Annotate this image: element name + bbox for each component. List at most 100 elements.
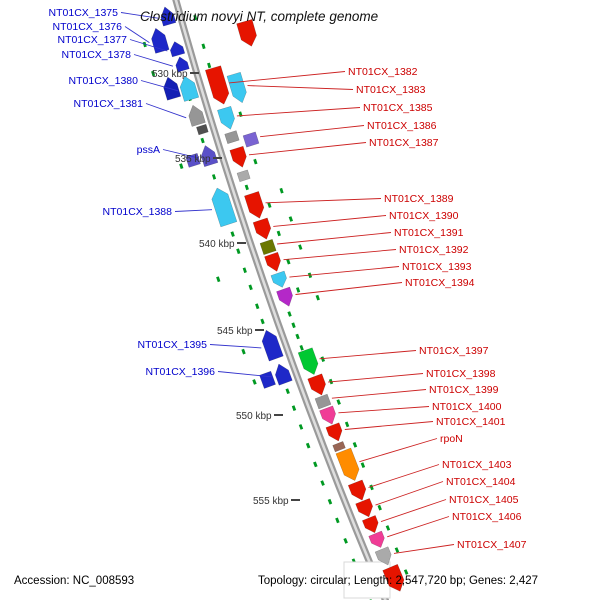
gene-NT01CX_1403[interactable]	[347, 479, 367, 501]
gene-NT01CX_1385[interactable]	[217, 105, 235, 130]
gene-label-NT01CX_1375[interactable]: NT01CX_1375	[49, 7, 119, 19]
gene-label-NT01CX_1387[interactable]: NT01CX_1387	[369, 137, 439, 149]
leader-line	[328, 373, 424, 383]
gene-NT01CX_1391[interactable]	[259, 238, 277, 256]
highlight-box-layer	[343, 561, 391, 599]
leader-line	[145, 103, 187, 119]
gene-label-NT01CX_1401[interactable]: NT01CX_1401	[436, 416, 506, 428]
backbone-gap-line	[174, 0, 387, 600]
gene-orf-32[interactable]	[332, 441, 346, 453]
gene-label-NT01CX_1378[interactable]: NT01CX_1378	[62, 49, 132, 61]
gene-label-NT01CX_1390[interactable]: NT01CX_1390	[389, 210, 459, 222]
gene-label-NT01CX_1376[interactable]: NT01CX_1376	[53, 21, 123, 33]
gene-NT01CX_1398[interactable]	[307, 373, 326, 396]
gene-NT01CX_1404[interactable]	[355, 498, 373, 518]
gene-NT01CX_1389[interactable]	[244, 191, 265, 219]
gene-pssA[interactable]	[200, 145, 219, 168]
gene-NT01CX_1392[interactable]	[264, 251, 281, 272]
gene-NT01CX_1401[interactable]	[325, 422, 343, 442]
gene-label-NT01CX_1382[interactable]: NT01CX_1382	[348, 66, 418, 78]
gene-label-NT01CX_1397[interactable]: NT01CX_1397	[419, 345, 489, 357]
gene-label-NT01CX_1389[interactable]: NT01CX_1389	[384, 193, 454, 205]
feature-tick	[403, 569, 409, 575]
feature-tick	[179, 163, 184, 169]
status-accession: Accession: NC_008593	[14, 575, 134, 587]
feature-tick	[230, 231, 235, 237]
gene-NT01CX_1405[interactable]	[361, 515, 379, 534]
feature-tick	[377, 504, 382, 511]
feature-tick	[344, 421, 350, 428]
scale-label-layer: 530 kbp 535 kbp 540 kbp 545 kbp 550 kbp 555 k…	[152, 69, 300, 507]
gene-label-NT01CX_1380[interactable]: NT01CX_1380	[69, 75, 139, 87]
gene-label-rpoN[interactable]: rpoN	[440, 433, 463, 445]
gene-NT01CX_1382[interactable]	[204, 65, 230, 105]
gene-label-NT01CX_1392[interactable]: NT01CX_1392	[399, 244, 469, 256]
feature-tick	[299, 345, 304, 351]
gene-NT01CX_1386[interactable]	[242, 131, 260, 148]
feature-tick	[320, 480, 325, 486]
gene-NT01CX_1377[interactable]	[170, 41, 186, 58]
gene-label-NT01CX_1403[interactable]: NT01CX_1403	[442, 459, 512, 471]
gene-label-pssA[interactable]: pssA	[137, 144, 160, 156]
gene-label-NT01CX_1391[interactable]: NT01CX_1391	[394, 227, 464, 239]
gene-NT01CX_1400[interactable]	[319, 405, 336, 425]
feature-tick	[288, 216, 293, 222]
gene-NT01CX_1399[interactable]	[314, 393, 332, 410]
gene-label-NT01CX_1377[interactable]: NT01CX_1377	[58, 34, 128, 46]
feature-tick	[295, 333, 300, 340]
gene-NT01CX_1407[interactable]	[374, 546, 392, 566]
scale-label: 535 kbp	[175, 154, 211, 165]
gene-label-NT01CX_1396[interactable]: NT01CX_1396	[146, 366, 216, 378]
gene-label-NT01CX_1393[interactable]: NT01CX_1393	[402, 261, 472, 273]
gene-label-NT01CX_1395[interactable]: NT01CX_1395	[138, 339, 208, 351]
gene-label-NT01CX_1398[interactable]: NT01CX_1398	[426, 368, 496, 380]
gene-NT01CX_1383[interactable]	[226, 71, 247, 104]
gene-orf-39[interactable]	[382, 563, 405, 592]
gene-NT01CX_1390[interactable]	[252, 217, 272, 240]
leader-line	[174, 209, 213, 212]
gene-NT01CX_1406[interactable]	[368, 530, 385, 548]
feature-tick	[193, 14, 198, 21]
gene-orf-20[interactable]	[236, 169, 251, 183]
gene-NT01CX_1378[interactable]	[175, 56, 190, 73]
gene-NT01CX_1397[interactable]	[297, 347, 319, 375]
gene-rpoN[interactable]	[335, 447, 360, 481]
gene-orf-40[interactable]	[236, 19, 257, 47]
gene-label-NT01CX_1386[interactable]: NT01CX_1386	[367, 120, 437, 132]
gene-label-NT01CX_1404[interactable]: NT01CX_1404	[446, 476, 516, 488]
leader-line	[331, 389, 427, 399]
gene-NT01CX_1395[interactable]	[261, 329, 284, 362]
leader-line	[380, 499, 447, 523]
gene-NT01CX_1393[interactable]	[270, 270, 287, 288]
gene-NT01CX_1394[interactable]	[276, 286, 293, 307]
gene-orf-7[interactable]	[196, 123, 209, 136]
gene-NT01CX_1396[interactable]	[275, 363, 293, 386]
gene-label-NT01CX_1406[interactable]: NT01CX_1406	[452, 511, 522, 523]
feature-tick	[252, 379, 257, 385]
gene-label-NT01CX_1394[interactable]: NT01CX_1394	[405, 277, 475, 289]
gene-label-NT01CX_1383[interactable]: NT01CX_1383	[356, 84, 426, 96]
gene-NT01CX_1381[interactable]	[188, 104, 206, 127]
gene-label-NT01CX_1385[interactable]: NT01CX_1385	[363, 102, 433, 114]
leader-line	[236, 107, 361, 117]
gene-label-NT01CX_1407[interactable]: NT01CX_1407	[457, 539, 527, 551]
gene-label-NT01CX_1381[interactable]: NT01CX_1381	[74, 98, 144, 110]
feature-tick	[343, 538, 348, 544]
gene-orf-17[interactable]	[224, 130, 240, 145]
gene-NT01CX_1380[interactable]	[179, 75, 200, 102]
leader-line	[359, 438, 438, 463]
gene-NT01CX_1387[interactable]	[229, 145, 247, 168]
feature-tick	[200, 137, 205, 144]
gene-label-NT01CX_1388[interactable]: NT01CX_1388	[103, 206, 173, 218]
gene-NT01CX_1376[interactable]	[151, 27, 170, 54]
gene-orf-13[interactable]	[259, 370, 276, 389]
gene-label-NT01CX_1400[interactable]: NT01CX_1400	[432, 401, 502, 413]
leader-line	[344, 421, 434, 430]
gene-NT01CX_1388[interactable]	[211, 187, 238, 228]
leader-line	[338, 406, 430, 414]
gene-label-NT01CX_1405[interactable]: NT01CX_1405	[449, 494, 519, 506]
gene-label-NT01CX_1399[interactable]: NT01CX_1399	[429, 384, 499, 396]
gene-NT01CX_1375[interactable]	[160, 6, 177, 27]
feature-tick	[286, 258, 291, 265]
